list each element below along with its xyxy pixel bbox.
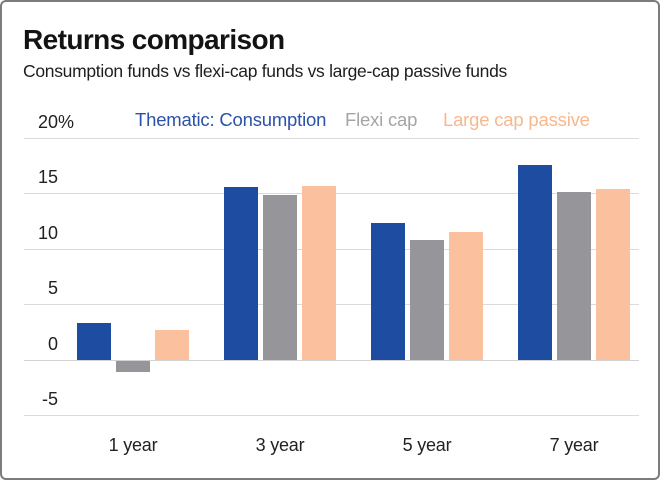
legend-item-large-cap-passive: Large cap passive	[443, 109, 590, 130]
y-axis-tick-number: 20	[37, 112, 58, 132]
bar-5-year-large-cap-passive	[449, 232, 483, 360]
y-axis-label--5: -5	[24, 388, 58, 410]
y-axis-label-20: 20 %	[24, 111, 74, 133]
bar-3-year-flexi-cap	[263, 194, 297, 360]
bar-1-year-thematic-consumption	[77, 323, 111, 360]
gridline--5	[24, 415, 639, 416]
bar-1-year-flexi-cap	[116, 360, 150, 372]
y-axis-tick-number: -5	[41, 389, 58, 409]
y-axis-label-15: 15	[24, 166, 58, 188]
chart-subtitle: Consumption funds vs flexi-cap funds vs …	[23, 61, 507, 81]
bar-7-year-large-cap-passive	[596, 188, 630, 360]
y-axis-tick-number: 5	[47, 278, 58, 299]
bar-1-year-large-cap-passive	[155, 329, 189, 360]
bar-5-year-flexi-cap	[410, 239, 444, 360]
chart-title: Returns comparison	[23, 24, 285, 55]
x-axis-label-5-year: 5 year	[402, 435, 452, 455]
gridline-20	[24, 138, 639, 139]
plot-area: 20 % 15 10 5 0 -5	[24, 112, 639, 416]
y-axis-tick-number: 10	[37, 222, 58, 243]
y-axis-unit-suffix: %	[58, 112, 75, 132]
y-axis-label-0: 0	[24, 333, 58, 355]
bar-3-year-large-cap-passive	[302, 185, 336, 360]
gridline-0	[24, 359, 639, 361]
y-axis-tick-number: 0	[47, 333, 58, 354]
x-axis-label-3-year: 3 year	[255, 435, 305, 455]
y-axis-label-5: 5	[24, 277, 58, 299]
bar-5-year-thematic-consumption	[371, 223, 405, 360]
x-axis-label-7-year: 7 year	[549, 435, 599, 455]
y-axis-label-10: 10	[24, 222, 58, 244]
bar-3-year-thematic-consumption	[224, 186, 258, 360]
bar-7-year-flexi-cap	[557, 192, 591, 360]
x-axis-label-1-year: 1 year	[108, 435, 158, 455]
y-axis-tick-number: 15	[37, 167, 58, 188]
legend-item-flexi-cap: Flexi cap	[345, 109, 418, 130]
legend-item-thematic-consumption: Thematic: Consumption	[135, 109, 327, 130]
bar-7-year-thematic-consumption	[518, 164, 552, 360]
